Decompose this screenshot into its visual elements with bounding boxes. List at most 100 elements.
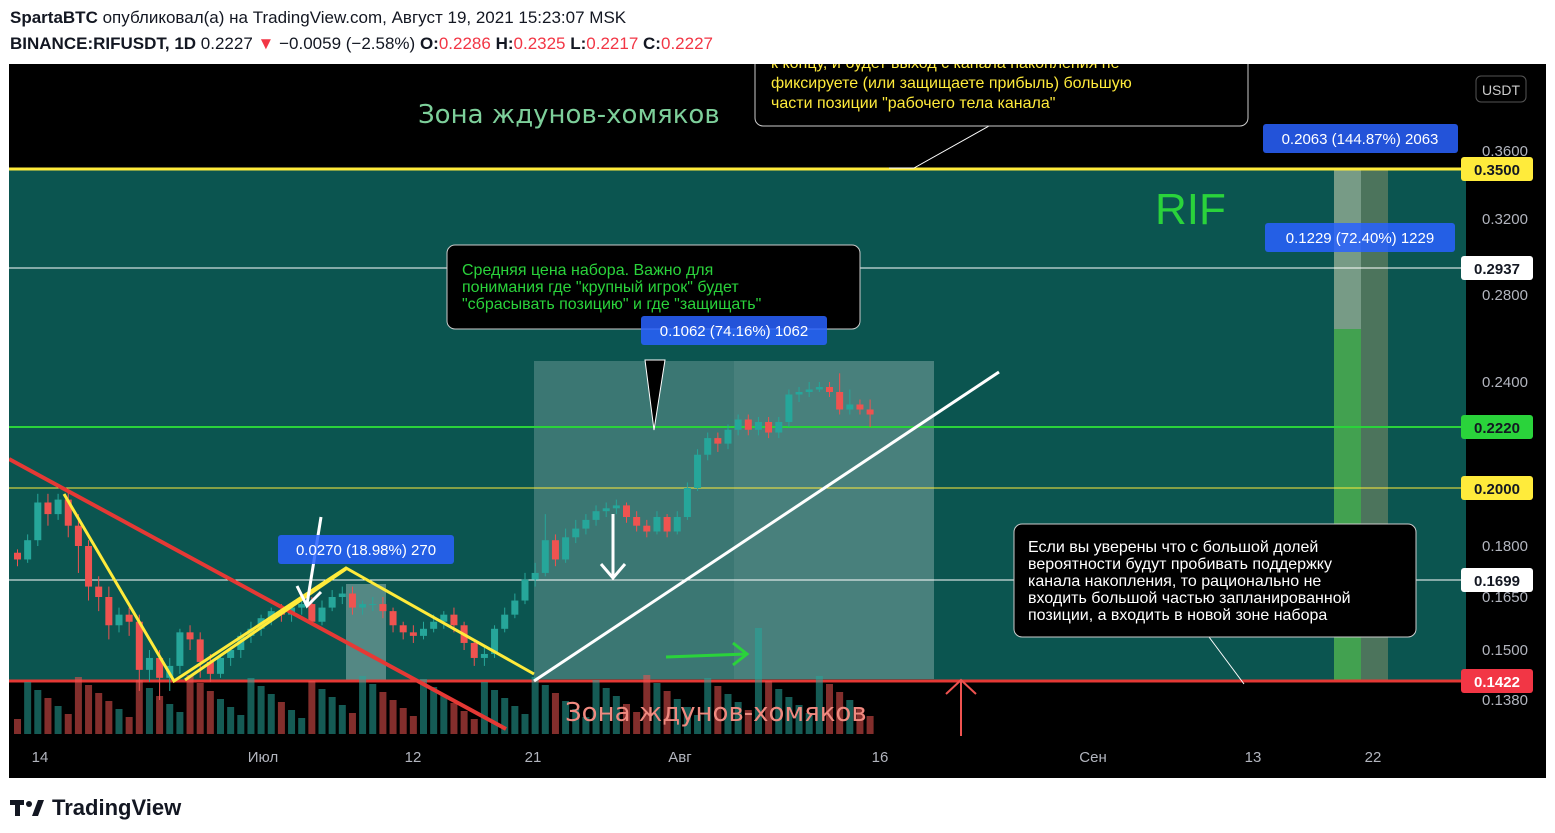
candle-body[interactable] [846,404,854,410]
candle-body[interactable] [562,537,570,560]
candle-body[interactable] [836,392,844,410]
zigzag-line[interactable] [62,493,535,684]
candle-body[interactable] [683,488,691,517]
candle-body[interactable] [145,657,153,670]
candle-body[interactable] [186,632,194,640]
candle-body[interactable] [176,632,184,666]
red-arrow-up-icon [945,678,977,736]
time-axis[interactable]: 14 Июл 12 21 Авг 16 Сен 13 22 [9,740,1546,778]
candle-body[interactable] [338,593,346,597]
level-badge-label: 0.2937 [1474,261,1520,278]
candle-body[interactable] [430,621,438,629]
footer-brand[interactable]: TradingView [10,795,181,821]
candle-body[interactable] [369,604,377,606]
candle-body[interactable] [826,387,833,392]
candle-body[interactable] [420,628,427,636]
currency-badge-box[interactable] [1475,75,1527,103]
candle-body[interactable] [359,604,367,608]
zigzag-line-2[interactable] [184,567,347,682]
candle-body[interactable] [775,422,783,433]
author-name[interactable]: SpartaBTC [10,8,98,27]
candle-body[interactable] [105,597,113,626]
candle-body[interactable] [541,540,549,573]
candle-body[interactable] [298,604,306,608]
candle-body[interactable] [592,511,600,520]
candle-body[interactable] [572,528,580,538]
candle-body[interactable] [196,639,204,662]
candle-body[interactable] [663,517,671,532]
candle-body[interactable] [267,611,275,619]
candle-body[interactable] [74,525,82,546]
candle-body[interactable] [44,502,52,515]
candle-body[interactable] [54,499,62,515]
candle-body[interactable] [247,628,255,636]
candle-body[interactable] [491,628,499,654]
candle-body[interactable] [440,614,448,622]
level-badge-bg [1461,157,1533,181]
measure-badge-3-bg[interactable] [1263,124,1458,153]
candle-body[interactable] [602,508,610,512]
candle-body[interactable] [734,419,742,430]
candle-body[interactable] [612,505,620,509]
candle-body[interactable] [227,650,235,658]
candle-body[interactable] [673,517,681,532]
candle-body[interactable] [714,438,722,444]
callout-mid-line-1: Средняя цена набора. Важно для [462,262,713,279]
measure-badge-4-bg[interactable] [1265,223,1455,252]
measure-badge-2-bg[interactable] [641,316,827,345]
candle-body[interactable] [866,409,874,415]
candle-body[interactable] [399,625,407,633]
candle-body[interactable] [115,614,123,626]
candle-body[interactable] [856,404,864,410]
candle-layer[interactable] [14,373,874,700]
candle-body[interactable] [206,661,214,674]
candle-body[interactable] [551,540,559,560]
candle-body[interactable] [95,586,103,597]
candle-body[interactable] [704,438,712,455]
chart-area[interactable]: к концу, и будет выход с канала накоплен… [9,64,1546,778]
candle-body[interactable] [328,597,336,608]
candle-body[interactable] [64,499,72,526]
candle-body[interactable] [744,419,752,430]
candle-body[interactable] [785,394,793,423]
descending-trend-line[interactable] [9,457,507,731]
candle-body[interactable] [480,653,488,658]
candle-body[interactable] [805,389,813,393]
candle-body[interactable] [217,657,224,674]
candle-body[interactable] [815,387,823,390]
candle-body[interactable] [623,505,630,517]
candle-body[interactable] [582,519,590,529]
candle-body[interactable] [24,540,32,560]
candle-body[interactable] [470,642,478,658]
measure-badge-4: 0.1229 (72.40%) 1229 [1286,230,1434,247]
candle-body[interactable] [450,614,458,626]
candle-body[interactable] [34,502,42,541]
candle-body[interactable] [379,604,387,612]
candle-body[interactable] [348,593,356,608]
candle-body[interactable] [14,552,21,560]
candle-body[interactable] [795,392,803,395]
candle-body[interactable] [318,607,326,622]
candle-body[interactable] [125,614,133,622]
candle-body[interactable] [156,657,164,678]
candle-body[interactable] [501,614,509,629]
candle-body[interactable] [643,525,651,532]
candle-body[interactable] [409,632,417,636]
candle-body[interactable] [521,579,529,601]
candle-body[interactable] [724,429,732,444]
candle-body[interactable] [765,422,773,433]
price-scale[interactable]: 0.3600 0.3200 0.2800 0.2400 0.1800 0.1650 0.15… [1482,143,1528,709]
measure-badge-1-bg[interactable] [278,535,454,564]
ascending-trend-line[interactable] [533,370,1000,683]
chart-svg[interactable]: к концу, и будет выход с канала накоплен… [9,64,1546,778]
candle-body[interactable] [754,422,762,430]
candle-body[interactable] [633,517,641,526]
candle-body[interactable] [389,611,397,626]
candle-body[interactable] [531,572,539,580]
candle-body[interactable] [85,546,93,587]
candle-body[interactable] [135,621,143,670]
candle-body[interactable] [653,517,661,532]
candle-body[interactable] [511,600,519,615]
candle-body[interactable] [694,454,702,488]
candle-body[interactable] [308,604,316,622]
